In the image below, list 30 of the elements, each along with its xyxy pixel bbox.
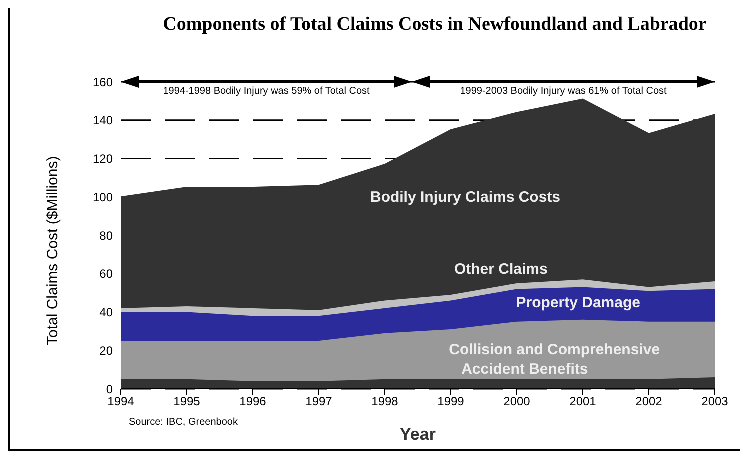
x-tick-label: 2003 (702, 394, 729, 409)
series-label: Bodily Injury Claims Costs (370, 189, 561, 206)
y-tick-label: 40 (100, 306, 114, 320)
series-label: Property Damage (516, 294, 640, 312)
annotation: 1994-1998 Bodily Injury was 59% of Total Cost (162, 86, 371, 97)
y-tick-label: 60 (100, 267, 114, 282)
x-tick-label: 2000 (504, 394, 531, 409)
x-tick-label: 1994 (108, 394, 135, 409)
series-label: Other Claims (454, 261, 548, 278)
y-tick-label: 0 (106, 382, 114, 396)
y-tick-label: 160 (92, 75, 114, 90)
y-tick-label: 20 (100, 344, 114, 358)
x-tick-label: 1997 (306, 394, 333, 409)
annotation: 1999-2003 Bodily Injury was 61% of Total Cost (459, 86, 668, 97)
series-label: Collision and Comprehensive (449, 342, 660, 359)
x-tick-label: 1998 (372, 394, 399, 409)
x-tick-label: 1999 (438, 394, 465, 409)
x-tick-label: 1996 (240, 394, 267, 409)
y-tick-label: 100 (92, 190, 114, 204)
y-tick-label: 140 (92, 114, 114, 128)
x-tick-label: 1995 (174, 394, 201, 409)
chart-title: Components of Total Claims Costs in Newfoundland and Labrador (162, 14, 708, 36)
x-tick-label: 2001 (570, 394, 597, 409)
y-tick-label: 120 (92, 152, 114, 166)
series-label: Accident Benefits (462, 360, 588, 378)
x-tick-label: 2002 (636, 394, 663, 409)
y-axis-title: Total Claims Cost ($Millions) (44, 156, 62, 346)
y-tick-label: 80 (100, 228, 114, 243)
source-note: Source: IBC, Greenbook (129, 417, 238, 428)
x-axis-title: Year (400, 425, 436, 444)
